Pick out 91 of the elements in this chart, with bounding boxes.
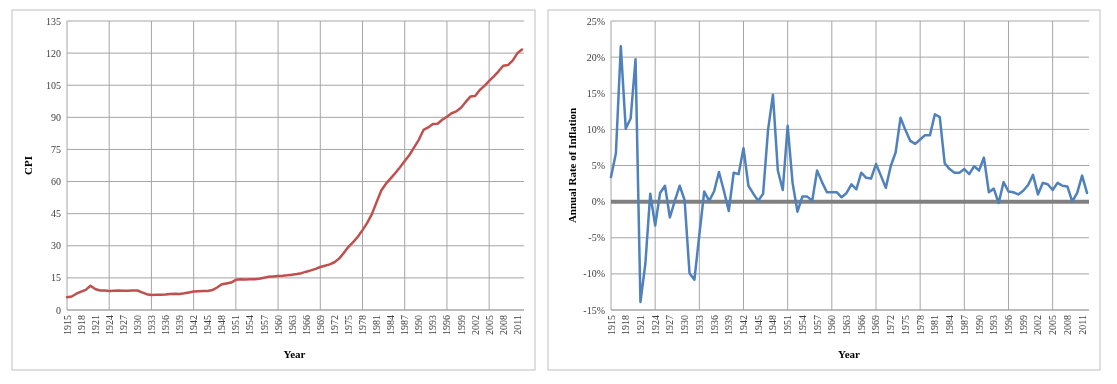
x-tick-label: 1939: [723, 315, 735, 335]
y-tick-label: -15%: [583, 304, 605, 316]
x-tick-label: 1966: [300, 315, 312, 335]
x-axis-title: Year: [838, 348, 861, 360]
x-tick-label: 1966: [855, 315, 867, 335]
x-tick-label: 1996: [1002, 315, 1014, 335]
y-tick-label: 20%: [586, 51, 605, 63]
x-tick-label: 1969: [870, 315, 882, 335]
x-tick-label: 1954: [796, 315, 808, 335]
x-tick-label: 1993: [427, 315, 439, 335]
x-tick-label: 1984: [385, 315, 397, 335]
line-series: [609, 45, 1089, 304]
y-tick-label: 45: [51, 208, 61, 220]
x-tick-label: 1963: [841, 315, 853, 335]
y-tick-label: 60: [51, 176, 61, 188]
x-tick-label: 1972: [328, 315, 340, 335]
x-tick-label: 1942: [188, 315, 200, 335]
x-tick-label: 1936: [708, 315, 720, 335]
x-tick-label: 1951: [230, 315, 242, 335]
x-tick-label: 1924: [103, 315, 115, 335]
x-tick-label: 1930: [679, 315, 691, 335]
y-tick-label: 10%: [586, 123, 605, 135]
x-tick-label: 1957: [811, 315, 823, 335]
y-tick-label: 0: [56, 304, 61, 316]
x-tick-label: 1924: [649, 315, 661, 335]
y-tick-label: 5%: [591, 160, 605, 171]
x-tick-label: 1915: [605, 315, 617, 335]
x-tick-label: 1996: [441, 315, 453, 335]
x-tick-label: 1999: [455, 315, 467, 335]
x-tick-label: 1978: [914, 315, 926, 335]
line-series: [65, 48, 524, 299]
x-tick-label: 1975: [342, 315, 354, 335]
x-tick-label: 1921: [89, 315, 101, 335]
x-tick-label: 1960: [826, 315, 838, 335]
y-tick-label: 15%: [586, 87, 605, 99]
x-tick-label: 1981: [929, 315, 941, 335]
x-tick-label: 1930: [131, 315, 143, 335]
x-tick-label: 1939: [174, 315, 186, 335]
x-tick-label: 1918: [620, 315, 632, 335]
x-tick-label: 1927: [664, 315, 676, 335]
x-tick-label: 2008: [1061, 315, 1073, 335]
x-tick-label: 1957: [258, 315, 270, 335]
x-tick-label: 1948: [216, 315, 228, 335]
x-tick-label: 1960: [272, 315, 284, 335]
x-tick-label: 1921: [634, 315, 646, 335]
y-tick-label: 120: [46, 47, 61, 59]
x-tick-label: 1984: [944, 315, 956, 335]
x-tick-label: 2002: [469, 315, 481, 335]
x-tick-label: 1969: [314, 315, 326, 335]
x-tick-label: 1990: [973, 315, 985, 335]
x-tick-label: 1990: [413, 315, 425, 335]
x-tick-label: 2008: [497, 315, 509, 335]
x-axis-title: Year: [283, 348, 306, 360]
x-tick-label: 1987: [958, 315, 970, 335]
x-tick-label: 1915: [61, 315, 73, 335]
y-tick-label: 0%: [591, 196, 605, 208]
x-tick-label: 2002: [1032, 315, 1044, 335]
x-tick-label: 1948: [767, 315, 779, 335]
x-tick-label: 1927: [117, 315, 129, 335]
x-tick-label: 1993: [988, 315, 1000, 335]
x-tick-label: 1933: [145, 315, 157, 335]
y-axis-title: Annual Rate of Inflation: [566, 107, 578, 224]
y-tick-label: -10%: [583, 268, 605, 280]
x-tick-label: 2005: [1047, 315, 1059, 335]
x-tick-label: 1936: [160, 315, 172, 335]
x-tick-label: 1981: [371, 315, 383, 335]
x-tick-label: 2011: [511, 315, 523, 335]
y-tick-label: 90: [51, 111, 61, 123]
x-tick-label: 1954: [244, 315, 256, 335]
x-tick-label: 1999: [1017, 315, 1029, 335]
x-tick-label: 2005: [483, 315, 495, 335]
y-tick-label: 30: [51, 240, 61, 252]
x-tick-label: 1972: [885, 315, 897, 335]
y-tick-label: 105: [46, 79, 61, 91]
y-tick-label: 75: [51, 143, 61, 155]
x-tick-label: 1942: [737, 315, 749, 335]
x-tick-label: 1975: [899, 315, 911, 335]
x-tick-label: 1933: [693, 315, 705, 335]
x-tick-label: 1918: [75, 315, 87, 335]
y-axis-title: CPI: [22, 156, 34, 175]
x-tick-label: 1963: [286, 315, 298, 335]
y-tick-label: -5%: [588, 232, 605, 244]
x-tick-label: 1978: [357, 315, 369, 335]
x-tick-label: 2011: [1076, 315, 1088, 335]
y-tick-label: 25%: [586, 15, 605, 27]
x-tick-label: 1945: [202, 315, 214, 335]
y-tick-label: 15: [51, 272, 61, 284]
x-tick-label: 1987: [399, 315, 411, 335]
x-tick-label: 1945: [752, 315, 764, 335]
x-tick-label: 1951: [782, 315, 794, 335]
y-tick-label: 135: [46, 15, 61, 27]
